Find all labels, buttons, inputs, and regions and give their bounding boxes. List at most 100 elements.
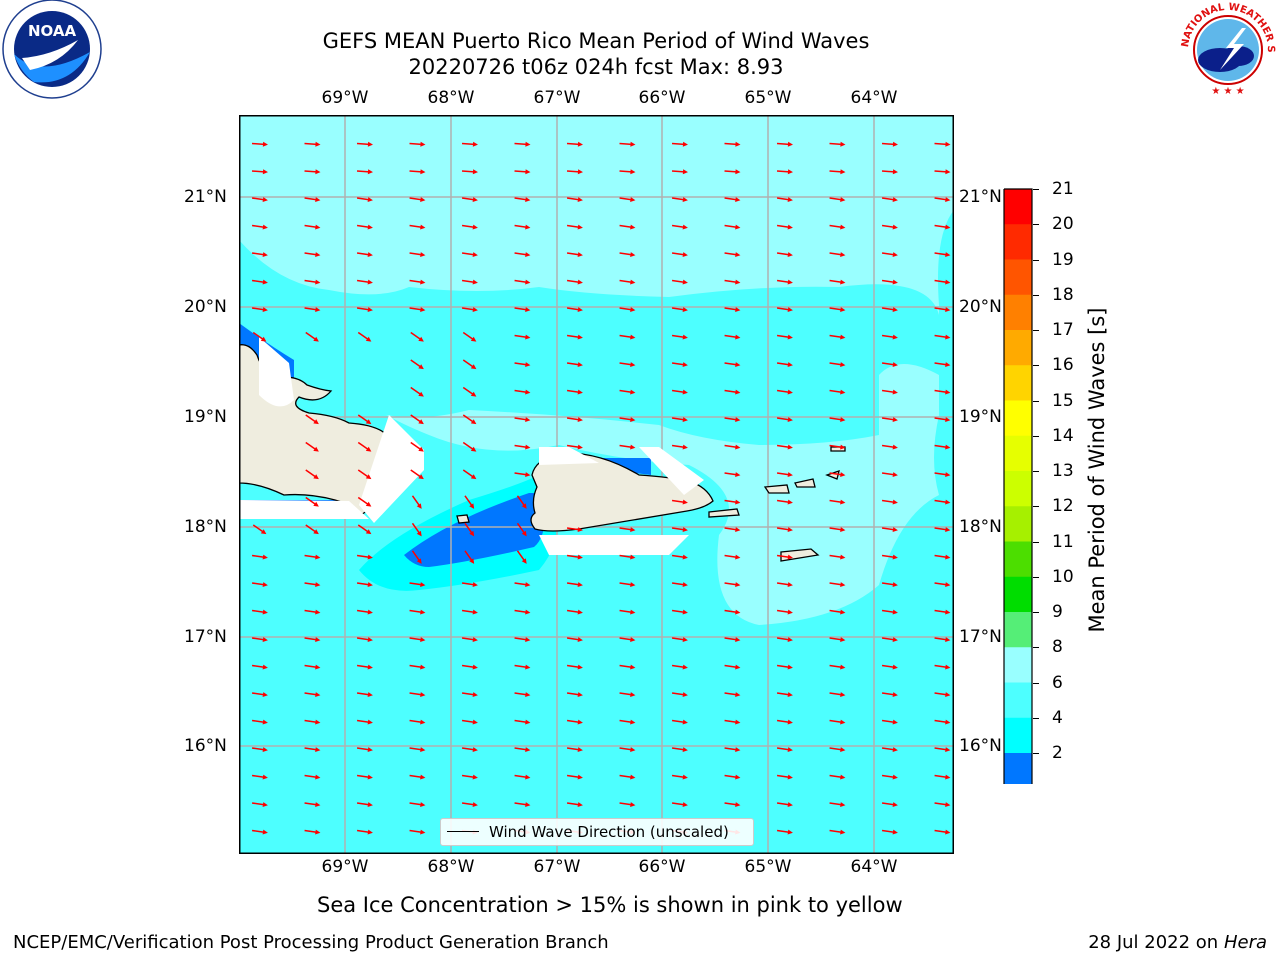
colorbar-tick-label: 11 [1052, 531, 1074, 552]
direction-arrow [776, 637, 793, 643]
direction-arrow [566, 527, 583, 533]
direction-arrow [305, 441, 319, 452]
direction-arrow [934, 224, 951, 230]
direction-arrow [671, 224, 688, 230]
direction-arrow [409, 141, 426, 147]
direction-arrow [409, 747, 426, 753]
direction-arrow [462, 414, 477, 425]
direction-arrow [724, 774, 741, 780]
direction-arrow [934, 609, 951, 615]
colorbar-tick-mark [1033, 753, 1039, 754]
colorbar-frame [1003, 188, 1033, 784]
legend-label: Wind Wave Direction (unscaled) [489, 823, 729, 841]
direction-arrow [619, 362, 636, 368]
colorbar-tick-label: 17 [1052, 320, 1074, 340]
direction-arrow [829, 252, 846, 258]
direction-arrow [671, 389, 688, 395]
direction-arrow [776, 417, 793, 423]
direction-arrow [724, 554, 741, 560]
direction-arrow [356, 554, 373, 560]
direction-arrow [724, 389, 741, 395]
direction-arrow [619, 664, 636, 670]
direction-arrow [251, 197, 268, 203]
direction-arrow [251, 664, 268, 670]
direction-arrow [516, 522, 527, 537]
direction-arrow [356, 224, 373, 230]
direction-arrow [356, 252, 373, 258]
direction-arrow [724, 279, 741, 285]
direction-arrow [356, 169, 373, 175]
direction-arrow [619, 774, 636, 780]
direction-arrow [409, 774, 426, 780]
footer-branch: NCEP/EMC/Verification Post Processing Pr… [13, 932, 609, 953]
footer-host: Hera [1223, 932, 1267, 953]
direction-arrow [411, 522, 422, 537]
colorbar-segment [1004, 576, 1032, 613]
colorbar-tick-label: 20 [1052, 214, 1074, 235]
direction-arrow [251, 829, 268, 835]
direction-arrow [356, 692, 373, 698]
direction-arrow [411, 550, 422, 564]
direction-arrow [409, 252, 426, 258]
direction-arrow [829, 197, 846, 203]
direction-arrow [934, 197, 951, 203]
puerto-rico-land [530, 452, 714, 532]
lon-tick-label: 64°W [850, 857, 898, 877]
direction-arrow [934, 362, 951, 368]
direction-arrow [776, 527, 793, 533]
direction-arrow [776, 197, 793, 203]
direction-arrow [776, 692, 793, 698]
direction-arrow [724, 307, 741, 313]
direction-arrow [829, 664, 846, 670]
direction-arrow [881, 169, 898, 175]
direction-arrow [671, 362, 688, 368]
direction-arrow [776, 389, 793, 395]
field-6-8-lobe [239, 240, 939, 445]
direction-arrow [829, 637, 846, 643]
direction-arrow [514, 802, 531, 808]
direction-arrow [881, 472, 898, 478]
colorbar-segment [1004, 330, 1032, 366]
direction-arrow [619, 334, 636, 340]
direction-arrow [724, 802, 741, 808]
direction-arrow [881, 747, 898, 753]
direction-arrow [934, 279, 951, 285]
direction-arrow [566, 417, 583, 423]
direction-arrow [356, 279, 373, 285]
colorbar-tick-label: 4 [1052, 707, 1063, 728]
direction-arrow [881, 499, 898, 505]
colorbar-tick-label: 19 [1052, 249, 1074, 270]
lon-tick-label: 67°W [533, 88, 581, 108]
direction-arrow [410, 331, 424, 342]
colorbar-tick-mark [1033, 471, 1039, 472]
direction-arrow [514, 362, 531, 368]
direction-arrow [671, 417, 688, 423]
direction-arrow [776, 829, 793, 835]
direction-arrow [776, 279, 793, 285]
direction-arrow [881, 664, 898, 670]
direction-arrow [776, 334, 793, 340]
direction-arrow [829, 499, 846, 505]
direction-arrow [514, 334, 531, 340]
lon-tick-label: 69°W [321, 88, 369, 108]
direction-arrow [619, 444, 636, 450]
direction-arrow [251, 609, 268, 615]
direction-arrow [776, 609, 793, 615]
direction-arrow [934, 141, 951, 147]
direction-arrow [881, 334, 898, 340]
direction-arrow [251, 719, 268, 725]
direction-arrow [724, 582, 741, 588]
direction-arrow [304, 802, 321, 808]
direction-arrow [619, 279, 636, 285]
direction-arrow [934, 499, 951, 505]
colorbar-segment [1004, 541, 1032, 578]
direction-arrow [304, 554, 321, 560]
direction-arrow [252, 524, 267, 535]
direction-arrow [461, 224, 478, 230]
mona-island-land [456, 514, 470, 524]
colorbar-label: Mean Period of Wind Waves [s] [1085, 307, 1109, 633]
direction-arrow [829, 527, 846, 533]
colorbar-tick-mark [1033, 400, 1039, 402]
direction-arrow [724, 169, 741, 175]
direction-arrow [251, 554, 268, 560]
